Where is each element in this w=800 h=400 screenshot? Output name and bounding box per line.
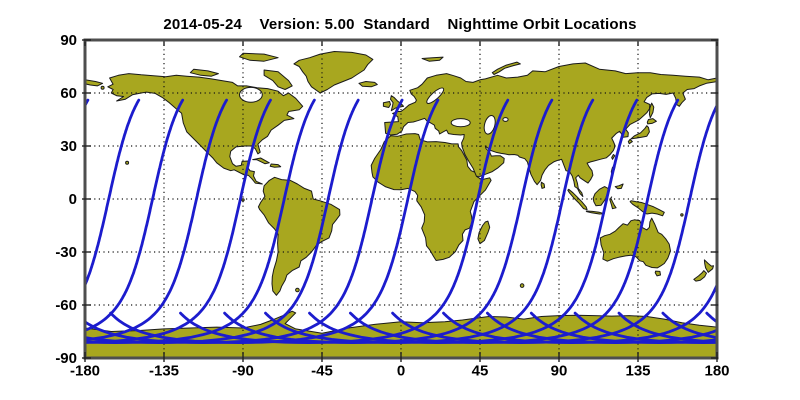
landmass [252,157,270,165]
landmass [293,51,374,94]
landmass [477,220,491,245]
orbit-track [391,102,717,344]
landmass [189,68,219,77]
axis-ticks [82,39,719,362]
x-tick-label: 135 [625,363,650,380]
x-tick-label: 180 [704,363,729,380]
landmass [599,217,671,269]
y-tick-label: -30 [55,244,77,261]
y-tick-label: 0 [69,191,77,208]
landmass [421,56,444,62]
landmass [630,125,650,140]
island [125,160,130,165]
inland-sea [483,115,496,135]
landmass [629,200,665,217]
y-tick-label: -90 [55,350,77,367]
landmass [257,176,341,296]
orbit-track [109,98,440,344]
landmass [239,52,279,62]
x-tick-label: -180 [70,363,100,380]
orbit-track [705,311,717,324]
landmass [269,163,282,168]
x-tick-label: -135 [149,363,179,380]
landmass [614,183,624,190]
island [680,213,684,217]
inland-sea [450,118,471,128]
landmass [358,81,378,88]
y-tick-label: 30 [60,138,77,155]
landmass [85,79,104,87]
x-tick-label: -45 [311,363,333,380]
island [519,283,525,288]
orbit-track [85,98,185,332]
island [100,85,105,90]
landmass [382,101,391,108]
landmass [627,138,633,145]
y-axis-labels: 90 60 30 0 -30 -60 -90 [55,32,77,367]
landmass [609,196,617,210]
x-axis-labels: -180 -135 -90 -45 0 45 90 135 180 [70,363,730,380]
island [295,287,300,293]
x-tick-label: 90 [551,363,568,380]
landmass [693,270,707,282]
landmass [540,181,546,189]
landmass [703,259,714,273]
landmass [384,62,717,197]
y-tick-label: 90 [60,32,77,49]
orbit-track [85,98,228,342]
landmass [585,210,605,215]
orbit-tracks [85,98,717,344]
inland-sea [502,117,509,122]
landmass [654,270,661,277]
inland-sea [426,87,445,104]
landmass [611,154,616,160]
landmass [390,95,405,112]
x-tick-label: -90 [232,363,254,380]
landmass [648,102,655,119]
plot-title: 2014-05-24 Version: 5.00 Standard Nightt… [163,16,637,33]
landmass [646,118,657,125]
y-tick-label: -60 [55,297,77,314]
landmass [491,61,521,75]
x-tick-label: 0 [397,363,405,380]
inland-sea [239,86,263,103]
y-tick-label: 60 [60,85,77,102]
landmass [263,69,293,90]
orbit-track [85,98,141,289]
orbit-track [349,98,680,344]
x-tick-label: 45 [472,363,489,380]
